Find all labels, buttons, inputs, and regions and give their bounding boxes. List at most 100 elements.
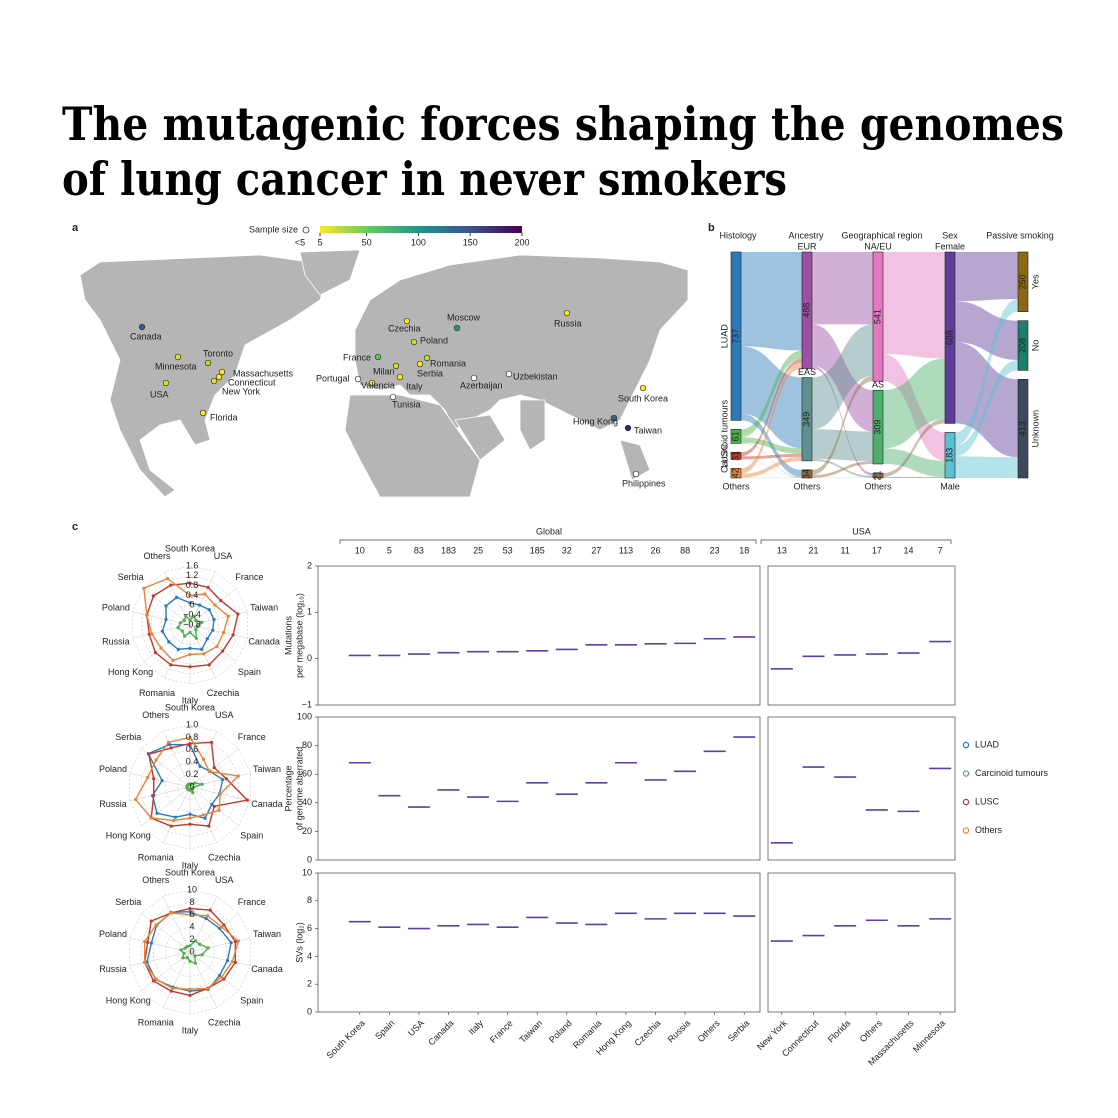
radar-tick-label: 0.8 (186, 580, 199, 590)
radar-axis-label: Romania (138, 1018, 174, 1028)
radar-point (182, 951, 186, 955)
category-label: Spain (373, 1018, 396, 1041)
radar-point (194, 627, 198, 632)
group-count: 183 (441, 545, 456, 555)
radar-point (185, 944, 189, 949)
radar-point (169, 989, 173, 993)
radar-point (245, 798, 250, 802)
location-label: Canada (130, 331, 162, 341)
legend-small-marker (302, 226, 310, 234)
sankey-node (730, 452, 742, 460)
y-tick-label: 2 (307, 979, 312, 989)
radar-tick-label: 0.4 (186, 757, 199, 767)
land (354, 254, 689, 431)
node-value: 737 (730, 329, 740, 344)
node-label: EUR (797, 241, 817, 251)
stage-header: Histology (719, 230, 757, 240)
radar-point (193, 939, 197, 943)
flow (741, 252, 802, 351)
sankey-node (872, 472, 884, 479)
sankey-node (1017, 379, 1029, 479)
radar-point (236, 774, 240, 778)
radar-point (233, 960, 237, 964)
radar-point (188, 907, 192, 911)
radar-point (188, 822, 192, 826)
flow (883, 358, 945, 449)
radar-point (231, 633, 235, 637)
radar-point (200, 647, 204, 651)
radar-spoke (141, 913, 191, 953)
sankey-node (872, 389, 884, 465)
radar-axis-label: South Korea (165, 543, 215, 553)
radar-spoke (189, 951, 251, 967)
sankey-node (872, 251, 884, 382)
radar-grid (153, 914, 227, 990)
location-label: Minnesota (155, 361, 197, 371)
group-count: 26 (650, 545, 660, 555)
radar-point (185, 955, 189, 960)
radar-tick-label: 4 (189, 922, 194, 932)
radar-point (183, 946, 187, 950)
radar-point (142, 586, 146, 590)
radar-point (146, 940, 150, 944)
flow (741, 459, 802, 478)
colorbar (320, 226, 522, 233)
node-label: Male (940, 481, 960, 491)
sankey-node (1017, 320, 1029, 371)
group-count: 17 (872, 545, 882, 555)
node-label: LUSC (719, 443, 729, 468)
location-label: France (343, 352, 371, 362)
location-label: New York (222, 386, 261, 396)
radar-spoke (162, 786, 191, 843)
radar-axis-label: USA (214, 551, 233, 561)
location-marker (354, 375, 362, 383)
panel-label: a (72, 222, 79, 234)
radar-axis-label: Czechia (208, 853, 241, 863)
node-value: 541 (872, 309, 882, 324)
location-marker (639, 384, 647, 392)
radar-point (160, 779, 164, 783)
location-label: Czechia (388, 323, 421, 333)
radar-point (182, 618, 186, 623)
radar-point (222, 923, 226, 927)
flow (883, 448, 945, 477)
y-axis-label: Percentage (283, 765, 293, 811)
radar-axis-label: Russia (99, 964, 127, 974)
sankey-node (730, 468, 742, 479)
flow (741, 453, 802, 460)
legend-small-label: <5 (295, 237, 305, 247)
flow (955, 342, 1018, 458)
radar-spoke (141, 786, 191, 826)
node-label: AS (872, 380, 884, 390)
location-label: Toronto (203, 348, 233, 358)
radar-point (166, 740, 171, 744)
category-label: Russia (666, 1018, 693, 1045)
location-marker (632, 470, 640, 478)
location-label: Romania (430, 358, 466, 368)
location-label: Poland (420, 335, 448, 345)
radar-point (215, 644, 219, 649)
flow (812, 252, 873, 325)
node-value: 488 (801, 303, 811, 318)
flow (955, 301, 1018, 360)
node-value: 208 (1017, 338, 1027, 353)
radar-axis-label: Hong Kong (106, 996, 151, 1006)
flow (741, 442, 802, 478)
group-count: 83 (414, 545, 424, 555)
flow (812, 376, 873, 475)
radar-point (178, 621, 183, 625)
location-label: Portugal (316, 373, 350, 383)
y-tick-label: 0 (307, 854, 312, 864)
radar-point (173, 815, 178, 819)
location-marker (368, 379, 376, 387)
radar-point (169, 663, 173, 667)
category-label: Poland (547, 1018, 574, 1045)
radar-point (150, 632, 154, 636)
group-count: 25 (473, 545, 483, 555)
radar-point (209, 740, 214, 744)
radar-tick-label: 0.6 (186, 744, 199, 754)
location-label: Serbia (417, 368, 443, 378)
radar-point (208, 908, 212, 912)
location-marker (453, 324, 461, 332)
radar-point (160, 629, 165, 633)
